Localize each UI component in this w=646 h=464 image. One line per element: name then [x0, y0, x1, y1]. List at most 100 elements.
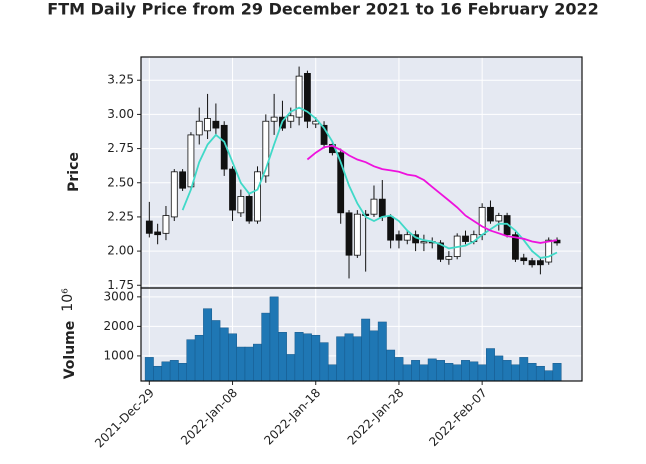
volume-bar [236, 346, 246, 382]
x-tick-label: 2022-Feb-07 [426, 386, 489, 449]
candle-body [445, 256, 453, 260]
volume-bar [169, 360, 179, 382]
x-tick-label: 2021-Dec-29 [92, 386, 157, 451]
volume-bar [153, 365, 163, 382]
candle-body [287, 115, 295, 122]
volume-bar [377, 321, 387, 382]
volume-axis-label: Volume [62, 321, 78, 380]
volume-bar [211, 320, 221, 382]
candle-body [254, 171, 261, 222]
volume-bar [544, 370, 554, 382]
volume-bar [461, 360, 470, 382]
volume-bar [502, 360, 512, 382]
volume-bar [402, 364, 412, 382]
volume-bar [286, 354, 296, 382]
candle-body [179, 171, 187, 189]
candle-body [545, 239, 553, 263]
x-tick-label: 2022-Jan-08 [178, 386, 240, 448]
volume-bar [436, 360, 445, 382]
y-tick-label: 1.75 [107, 278, 134, 292]
candle-body [487, 206, 494, 222]
volume-bar [336, 336, 346, 382]
y-tick-label: 3.00 [107, 107, 134, 121]
x-tick-label: 2022-Jan-18 [261, 386, 323, 448]
candle-body [370, 198, 378, 215]
candle-body [353, 213, 361, 256]
candle-body [162, 215, 170, 234]
volume-bar [319, 342, 329, 382]
volume-bar [253, 343, 262, 382]
candle-body [478, 206, 486, 236]
candle-body [229, 168, 236, 211]
volume-bar [219, 327, 229, 382]
candle-body [270, 116, 278, 122]
volume-bar [444, 363, 454, 382]
y-tick-label: 2.50 [107, 175, 134, 189]
volume-bar [386, 349, 396, 382]
volume-bar [510, 364, 520, 382]
candle-body [187, 134, 195, 188]
volume-bar [194, 334, 204, 382]
candle-body [495, 215, 503, 222]
moving-average-line [306, 144, 558, 244]
volume-bar [302, 333, 312, 382]
candle-body [528, 260, 536, 266]
volume-tick-label: 1000 [103, 348, 134, 362]
candle-body [536, 260, 544, 266]
candle-body [145, 220, 153, 234]
volume-bar [269, 296, 279, 382]
volume-bar [477, 364, 487, 382]
chart-title: FTM Daily Price from 29 December 2021 to… [47, 0, 598, 19]
candle-body [320, 124, 328, 145]
candle-body [403, 234, 411, 241]
price-panel [141, 57, 582, 288]
volume-bar [352, 336, 362, 382]
candle-body [212, 120, 220, 129]
volume-bar [178, 363, 188, 382]
volume-bar [161, 361, 171, 382]
volume-bar [186, 339, 196, 382]
volume-bar [261, 312, 271, 382]
volume-bar [228, 333, 237, 382]
volume-frame [140, 287, 583, 382]
volume-tick-label: 2000 [103, 319, 134, 333]
volume-scale: 10⁶ [60, 288, 76, 312]
volume-bar [394, 357, 404, 382]
candle-body [237, 196, 245, 214]
candle-body [462, 235, 469, 242]
volume-bar [361, 318, 371, 382]
volume-bar [294, 332, 304, 382]
volume-bar [369, 330, 379, 382]
volume-bar [469, 361, 479, 382]
candle-body [295, 75, 303, 118]
volume-bar [486, 348, 495, 382]
candle-body [245, 196, 253, 222]
candle-body [204, 118, 211, 132]
candle-body [304, 73, 311, 122]
candle-body [170, 171, 178, 218]
volume-bar [552, 363, 562, 382]
volume-bar [278, 332, 287, 382]
moving-average-line [181, 106, 558, 259]
volume-bar [519, 357, 529, 382]
candle-body [520, 257, 528, 262]
candle-body [345, 212, 353, 256]
volume-bar [411, 360, 421, 382]
y-axis-label: Price [66, 152, 82, 192]
volume-tick-label: 3000 [103, 289, 134, 303]
volume-bar [452, 364, 462, 382]
volume-bar [311, 334, 321, 382]
candle-body [395, 234, 403, 241]
candle-body [195, 120, 203, 136]
candle-body [154, 231, 162, 236]
y-tick-label: 2.75 [107, 141, 134, 155]
candle-body [337, 152, 345, 214]
candle-body [512, 234, 519, 260]
candle-body [262, 120, 270, 177]
candle-body [437, 242, 444, 260]
volume-bar [535, 365, 545, 382]
x-tick-label: 2022-Jan-28 [345, 386, 407, 448]
y-tick-label: 2.00 [107, 244, 134, 258]
y-tick-label: 3.25 [107, 73, 134, 87]
